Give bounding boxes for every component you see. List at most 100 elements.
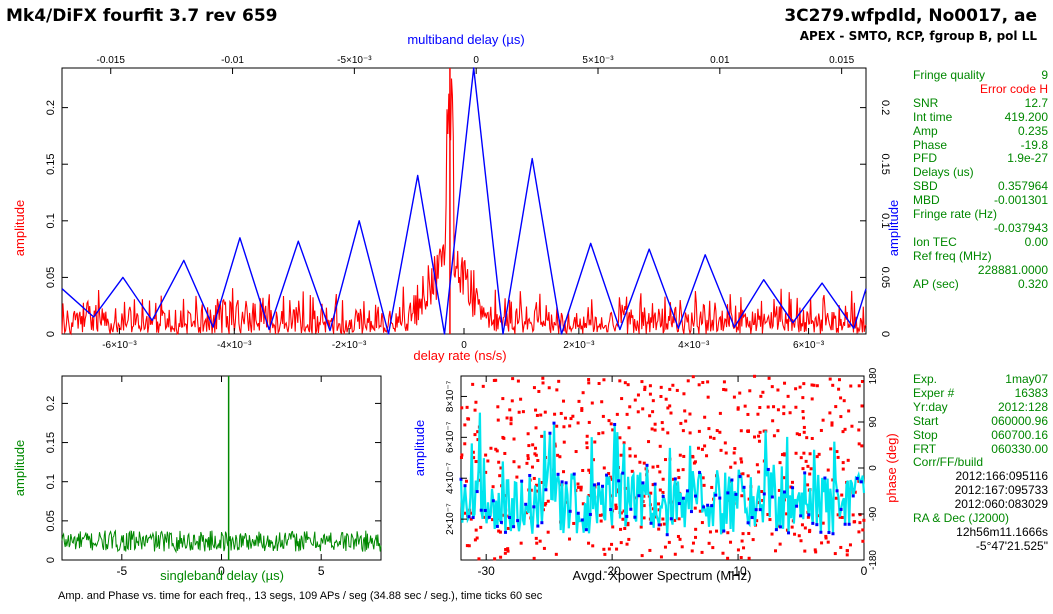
amplitude-point xyxy=(584,528,588,532)
phase-point xyxy=(600,513,604,517)
amplitude-point xyxy=(459,477,463,481)
phase-point xyxy=(828,377,832,381)
amplitude-point xyxy=(665,533,669,537)
phase-point xyxy=(640,380,644,384)
phase-point xyxy=(726,556,730,560)
phase-point xyxy=(663,458,667,462)
x-tick-label-top: 0.015 xyxy=(829,55,854,66)
info-value: 0.320 xyxy=(1017,276,1048,291)
x-tick-label: -10 xyxy=(729,564,747,578)
amplitude-point xyxy=(661,494,665,498)
info-row: Amp 0.235 xyxy=(913,124,1048,138)
phase-point xyxy=(746,474,750,478)
info-value: Error code H xyxy=(979,81,1048,96)
amplitude-point xyxy=(613,422,617,426)
phase-point xyxy=(788,411,792,415)
phase-point xyxy=(850,424,854,428)
phase-point xyxy=(659,555,663,559)
y-tick-label-right: 0.1 xyxy=(879,213,891,228)
info-row: 2012:166:095116 xyxy=(913,469,1048,483)
phase-point xyxy=(577,399,581,403)
amplitude-point xyxy=(467,515,471,519)
phase-point xyxy=(682,392,686,396)
info-row: SNR 12.7 xyxy=(913,96,1048,110)
phase-point xyxy=(794,405,798,409)
phase-point xyxy=(654,515,658,519)
phase-point xyxy=(724,451,728,455)
amplitude-point xyxy=(766,467,770,471)
phase-point xyxy=(803,549,807,553)
phase-point xyxy=(829,447,833,451)
amplitude-point xyxy=(629,507,633,511)
amplitude-point xyxy=(548,431,552,435)
phase-point xyxy=(853,490,857,494)
phase-point xyxy=(534,446,538,450)
phase-point xyxy=(848,543,852,547)
source-title: 3C279.wfpdld, No0017, ae xyxy=(784,6,1037,26)
amplitude-point xyxy=(552,421,556,425)
phase-point xyxy=(748,389,752,393)
phase-point xyxy=(465,544,469,548)
phase-point xyxy=(619,527,623,531)
phase-point xyxy=(857,384,861,388)
phase-point xyxy=(690,549,694,553)
info-value: -0.037943 xyxy=(993,220,1048,235)
phase-point xyxy=(756,412,760,416)
phase-point xyxy=(460,453,464,457)
phase-point xyxy=(780,453,784,457)
phase-point xyxy=(661,517,665,521)
phase-point xyxy=(746,412,750,416)
phase-point xyxy=(799,539,803,543)
phase-point xyxy=(801,410,805,414)
phase-point xyxy=(740,494,744,498)
phase-point xyxy=(767,376,771,380)
phase-point xyxy=(688,431,692,435)
phase-point xyxy=(739,556,743,560)
amplitude-point xyxy=(495,524,499,528)
phase-point xyxy=(707,427,711,431)
phase-point xyxy=(580,408,584,412)
x-tick-label: 5 xyxy=(318,564,325,578)
phase-point xyxy=(625,542,629,546)
y-tick-label-right: 0.15 xyxy=(879,154,891,175)
phase-point xyxy=(862,518,866,522)
phase-point xyxy=(541,376,545,380)
phase-point xyxy=(783,453,787,457)
phase-point xyxy=(618,379,622,383)
phase-point xyxy=(491,518,495,522)
phase-point xyxy=(627,537,631,541)
phase-point xyxy=(861,539,865,543)
x-tick-label: 4×10⁻³ xyxy=(678,340,710,351)
amplitude-point xyxy=(499,520,503,524)
phase-point xyxy=(556,453,560,457)
phase-point xyxy=(558,455,562,459)
amplitude-point xyxy=(609,507,613,511)
phase-point xyxy=(609,422,613,426)
phase-point xyxy=(601,431,605,435)
phase-point xyxy=(719,448,723,452)
phase-point xyxy=(691,375,695,379)
phase-point xyxy=(757,470,761,474)
phase-point xyxy=(628,405,632,409)
amplitude-point xyxy=(617,479,621,483)
phase-point xyxy=(506,526,510,530)
y-tick-label: 0.05 xyxy=(45,267,57,288)
phase-point xyxy=(483,515,487,519)
amplitude-point xyxy=(479,508,483,512)
phase-point xyxy=(579,488,583,492)
phase-point xyxy=(841,467,845,471)
phase-point xyxy=(757,434,761,438)
phase-point xyxy=(648,392,652,396)
phase-point xyxy=(698,509,702,513)
phase-point xyxy=(782,476,786,480)
phase-point xyxy=(757,501,761,505)
info-row: Stop 060700.16 xyxy=(913,428,1048,442)
phase-point xyxy=(662,522,666,526)
amplitude-point xyxy=(803,471,807,475)
amplitude-point xyxy=(778,525,782,529)
phase-point xyxy=(562,440,566,444)
amplitude-point xyxy=(823,476,827,480)
x-tick-label-top: 0 xyxy=(473,55,479,66)
